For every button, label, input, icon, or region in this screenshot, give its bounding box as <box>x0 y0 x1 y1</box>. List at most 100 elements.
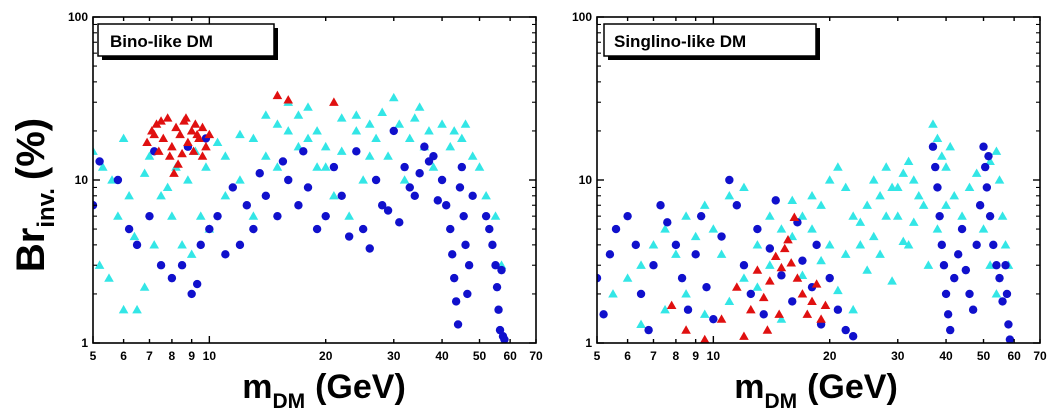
singlino-series-1-point <box>656 201 665 210</box>
singlino-series-0-point <box>797 211 808 220</box>
singlino-series-1-point <box>957 224 967 234</box>
bino-y-tick-label: 100 <box>68 10 88 24</box>
bino-series-0-point <box>248 211 259 220</box>
singlino-x-tick-label: 5 <box>594 349 601 363</box>
bino-series-2-point <box>183 137 193 147</box>
bino-series-0-point <box>437 119 447 128</box>
bino-series-1-point <box>235 240 245 250</box>
bino-series-1-point <box>491 261 500 270</box>
singlino-series-0-point <box>881 162 891 171</box>
bino-series-1-point <box>167 273 177 283</box>
singlino-series-1-point <box>696 211 706 221</box>
bino-series-1-point <box>448 250 457 259</box>
singlino-series-0-point <box>840 182 851 192</box>
singlino-series-0-point <box>928 119 938 128</box>
bino-series-1-point <box>358 224 368 234</box>
bino-series-0-point <box>320 141 331 151</box>
singlino-series-0-point <box>848 211 858 220</box>
singlino-series-1-point <box>798 256 807 265</box>
bino-series-0-point <box>388 92 399 102</box>
bino-series-1-point <box>405 183 414 192</box>
singlino-x-tick-label: 60 <box>1007 349 1021 363</box>
singlino-series-2-point <box>765 276 775 285</box>
singlino-series-0-point <box>971 168 982 177</box>
bino-series-1-point <box>463 289 472 299</box>
singlino-series-0-point <box>807 224 817 233</box>
bino-series-2-point <box>175 129 185 139</box>
singlino-series-2-point <box>774 309 784 318</box>
bino-x-tick-label: 60 <box>503 349 517 363</box>
singlino-series-1-point <box>611 224 621 234</box>
singlino-series-0-point <box>892 182 903 192</box>
singlino-series-2-point <box>758 292 769 302</box>
bino-series-1-point <box>457 162 467 172</box>
singlino-series-1-point <box>732 201 742 210</box>
bino-series-2-point <box>204 129 215 139</box>
singlino-series-1-point <box>946 325 955 335</box>
bino-series-0-point <box>303 133 313 142</box>
bino-series-1-point <box>303 183 313 192</box>
bino-series-0-point <box>118 304 129 314</box>
singlino-series-0-point <box>708 224 719 233</box>
bino-series-1-point <box>261 191 271 200</box>
singlino-series-0-point <box>881 211 891 220</box>
bino-series-0-point <box>460 119 471 128</box>
bino-series-0-point <box>377 107 387 116</box>
singlino-series-2-point <box>762 325 773 334</box>
singlino-series-1-point <box>965 289 974 299</box>
bino-series-2-point <box>162 113 173 122</box>
bino-series-0-point <box>404 133 415 142</box>
bino-series-2-point <box>156 116 166 125</box>
singlino-xlabel-main: m <box>734 368 764 406</box>
bino-series-0-point <box>293 110 304 119</box>
bino-series-0-point <box>235 175 245 184</box>
singlino-series-1-point <box>937 240 947 250</box>
bino-series-1-point <box>337 191 346 200</box>
singlino-series-1-point <box>979 142 988 151</box>
singlino-x-axis-label: mDM (GeV) <box>734 368 898 411</box>
singlino-series-0-point <box>898 236 909 246</box>
singlino-series-1-point <box>1001 261 1010 270</box>
bino-series-1-point <box>312 224 322 234</box>
bino-series-1-point <box>371 175 381 185</box>
bino-series-1-point <box>459 211 468 221</box>
bino-series-1-point <box>255 169 264 178</box>
singlino-title: Singlino-like DM <box>614 32 746 51</box>
bino-series-0-point <box>183 175 193 184</box>
bino-legend-box: Bino-like DM <box>97 23 278 60</box>
bino-series-2-point <box>164 151 175 160</box>
singlino-series-0-point <box>807 190 817 200</box>
singlino-series-0-point <box>997 211 1008 220</box>
bino-series-0-point <box>139 282 150 291</box>
bino-series-0-point <box>235 129 245 139</box>
singlino-series-0-point <box>671 249 681 258</box>
bino-series-1-point <box>437 175 447 185</box>
singlino-series-1-point <box>765 244 775 253</box>
bino-series-0-point <box>113 211 123 220</box>
bino-series-1-point <box>464 261 474 270</box>
singlino-series-0-point <box>908 217 919 226</box>
singlino-series-0-point <box>776 314 787 323</box>
singlino-legend-box: Singlino-like DM <box>603 23 820 60</box>
singlino-series-1-point <box>833 305 843 314</box>
singlino-series-0-point <box>797 270 808 279</box>
singlino-series-0-point <box>1000 240 1011 249</box>
bino-x-tick-label: 30 <box>387 349 401 363</box>
bino-y-tick-label: 10 <box>75 173 89 187</box>
singlino-series-2-point <box>811 279 822 288</box>
singlino-series-0-point <box>724 190 735 200</box>
singlino-series-1-point <box>677 273 687 283</box>
bino-series-0-point <box>351 126 362 135</box>
bino-xlabel-unit: (GeV) <box>315 368 406 406</box>
bino-series-0-point <box>261 110 271 119</box>
singlino-series-1-point <box>599 310 608 319</box>
singlino-series-1-point <box>597 273 602 283</box>
singlino-series-0-point <box>937 151 947 160</box>
bino-x-tick-label: 40 <box>435 349 449 363</box>
singlino-series-2-point <box>732 282 742 291</box>
singlino-x-tick-label: 6 <box>624 349 631 363</box>
singlino-series-1-point <box>950 273 959 283</box>
bino-series-0-point <box>283 126 294 135</box>
bino-series-2-point <box>167 141 177 151</box>
singlino-series-1-point <box>975 201 985 210</box>
